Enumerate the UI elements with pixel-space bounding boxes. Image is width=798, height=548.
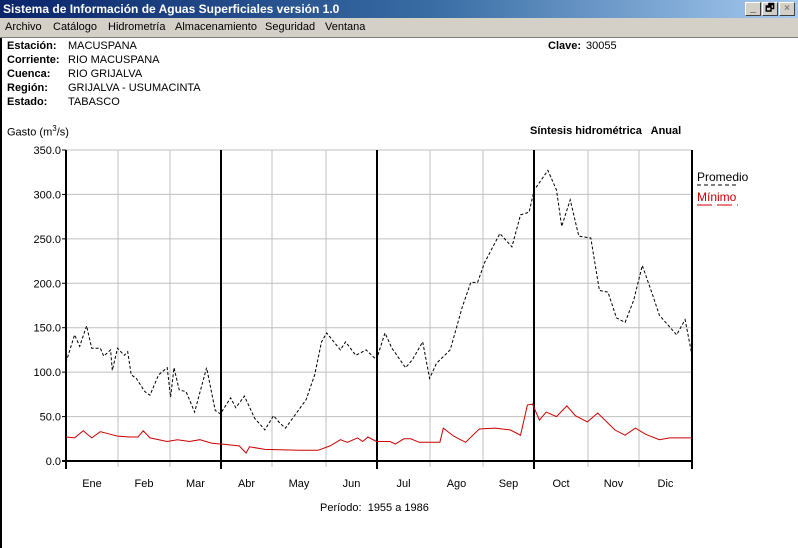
minimize-button[interactable]: _ xyxy=(745,2,761,16)
x-tick-label: Abr xyxy=(238,478,255,490)
restore-button[interactable]: 🗗 xyxy=(762,2,778,16)
region-value: GRIJALVA - USUMACINTA xyxy=(68,82,201,94)
legend-label: Promedio xyxy=(697,170,749,184)
y-tick-label: 50.0 xyxy=(40,412,61,424)
estado-label: Estado: xyxy=(7,96,48,108)
menu-seguridad[interactable]: Seguridad xyxy=(265,21,316,33)
title-bar: Sistema de Información de Aguas Superfic… xyxy=(0,0,798,18)
period-label: Período: 1955 a 1986 xyxy=(320,502,429,514)
x-tick-label: Ene xyxy=(82,478,102,490)
menu-ventana[interactable]: Ventana xyxy=(325,21,366,33)
x-tick-label: Ago xyxy=(447,478,467,490)
cuenca-label: Cuenca: xyxy=(7,68,51,80)
y-tick-label: 350.0 xyxy=(33,145,61,157)
report-panel: Estación: MACUSPANA Corriente: RIO MACUS… xyxy=(0,38,798,548)
series-line-minimo xyxy=(65,403,692,454)
legend-label: Mínimo xyxy=(697,190,737,204)
x-tick-label: Nov xyxy=(604,478,624,490)
menu-archivo[interactable]: Archivo xyxy=(5,21,42,33)
y-tick-label: 300.0 xyxy=(33,189,61,201)
y-tick-label: 200.0 xyxy=(33,278,61,290)
x-tick-label: Dic xyxy=(658,478,674,490)
y-tick-label: 250.0 xyxy=(33,234,61,246)
estado-value: TABASCO xyxy=(68,96,120,108)
y-axis-label-sup: 3 xyxy=(52,124,57,133)
y-tick-label: 150.0 xyxy=(33,323,61,335)
estacion-value: MACUSPANA xyxy=(68,40,137,52)
x-tick-label: Sep xyxy=(499,478,519,490)
x-tick-label: Mar xyxy=(186,478,205,490)
y-axis-label-end: /s) xyxy=(56,126,69,139)
close-button[interactable]: × xyxy=(779,2,795,16)
series-line-promedio xyxy=(65,169,693,431)
y-tick-label: 0.0 xyxy=(46,456,61,468)
x-tick-label: Feb xyxy=(135,478,154,490)
corriente-value: RIO MACUSPANA xyxy=(68,54,160,66)
menu-bar: Archivo Catálogo Hidrometría Almacenamie… xyxy=(0,18,798,38)
chart-title: Síntesis hidrométrica Anual xyxy=(530,125,682,137)
menu-catalogo[interactable]: Catálogo xyxy=(53,21,98,33)
clave-label: Clave: xyxy=(548,40,582,52)
x-tick-label: Oct xyxy=(552,478,569,490)
cuenca-value: RIO GRIJALVA xyxy=(68,68,143,80)
x-tick-label: May xyxy=(289,478,310,490)
x-tick-label: Jul xyxy=(396,478,410,490)
y-tick-label: 100.0 xyxy=(33,367,61,379)
menu-hidrometria[interactable]: Hidrometría xyxy=(108,21,166,33)
y-axis-label: Gasto (m3/s) xyxy=(7,124,69,139)
estacion-label: Estación: xyxy=(7,40,57,52)
region-label: Región: xyxy=(7,82,48,94)
clave-value: 30055 xyxy=(586,40,617,52)
x-tick-label: Jun xyxy=(343,478,361,490)
y-axis-label-text: Gasto (m xyxy=(7,126,53,139)
corriente-label: Corriente: xyxy=(7,54,60,66)
menu-almacenamiento[interactable]: Almacenamiento xyxy=(175,21,257,33)
window-title: Sistema de Información de Aguas Superfic… xyxy=(3,2,340,16)
